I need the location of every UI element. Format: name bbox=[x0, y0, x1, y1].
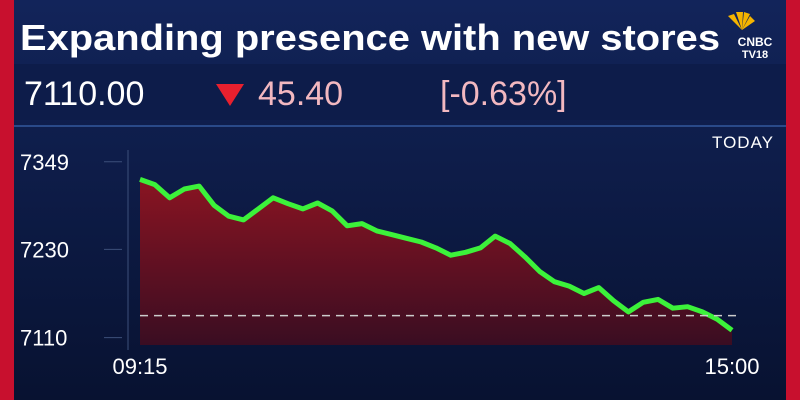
period: TODAY bbox=[712, 133, 774, 152]
y-tick-label: 7230 bbox=[20, 237, 69, 262]
logo-text: CNBC bbox=[738, 35, 773, 49]
side-bar bbox=[786, 0, 800, 400]
area bbox=[140, 179, 732, 345]
change: 45.40 bbox=[258, 75, 343, 113]
percent: [-0.63%] bbox=[440, 75, 567, 113]
headline: Expanding presence with new stores bbox=[20, 17, 720, 58]
side-bar bbox=[0, 0, 14, 400]
x-tick-label: 15:00 bbox=[704, 354, 759, 379]
down-arrow bbox=[216, 84, 244, 106]
line bbox=[139, 177, 734, 333]
x-tick-label: 09:15 bbox=[112, 354, 167, 379]
y-tick-label: 7349 bbox=[20, 150, 69, 175]
logo-sub: TV18 bbox=[742, 49, 768, 61]
price: 7110.00 bbox=[24, 75, 144, 113]
peacock bbox=[728, 12, 755, 30]
logo: CNBC TV18 bbox=[728, 12, 773, 61]
y-tick-label: 7110 bbox=[20, 326, 67, 351]
quote-bar bbox=[14, 64, 786, 120]
